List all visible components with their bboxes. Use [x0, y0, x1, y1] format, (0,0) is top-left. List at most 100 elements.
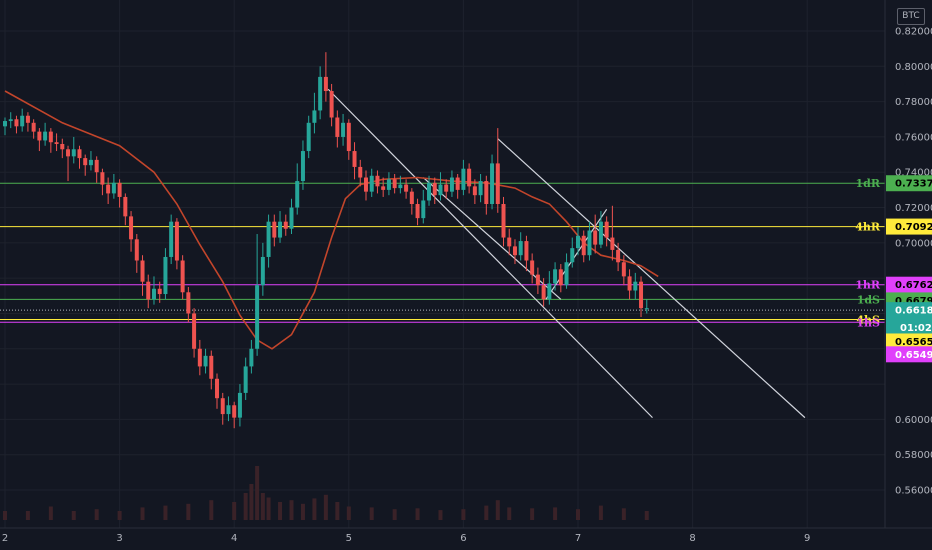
candle[interactable]: [60, 138, 65, 159]
candle[interactable]: [610, 205, 615, 261]
candle[interactable]: [593, 214, 598, 254]
candle[interactable]: [472, 179, 477, 205]
candle[interactable]: [386, 172, 391, 196]
candle[interactable]: [123, 193, 128, 226]
candle[interactable]: [570, 237, 575, 268]
candle[interactable]: [77, 145, 82, 169]
candle[interactable]: [283, 214, 288, 236]
candle[interactable]: [335, 110, 340, 148]
candle[interactable]: [215, 373, 220, 409]
moving-average-line[interactable]: [4, 90, 659, 350]
candle[interactable]: [266, 214, 271, 268]
candle[interactable]: [633, 272, 638, 300]
candle[interactable]: [237, 384, 242, 427]
candle[interactable]: [375, 170, 380, 194]
candle[interactable]: [203, 348, 208, 374]
currency-badge[interactable]: BTC: [897, 8, 925, 25]
candle[interactable]: [369, 168, 374, 197]
candle[interactable]: [111, 173, 116, 199]
candle[interactable]: [644, 299, 649, 314]
candle[interactable]: [392, 173, 397, 194]
candle[interactable]: [490, 154, 495, 210]
candle[interactable]: [524, 235, 529, 272]
trend-line[interactable]: [327, 88, 653, 419]
candle[interactable]: [404, 179, 409, 199]
candle[interactable]: [530, 253, 535, 284]
candle[interactable]: [272, 214, 277, 247]
candle[interactable]: [20, 108, 25, 132]
candle[interactable]: [501, 196, 506, 247]
candle[interactable]: [352, 142, 357, 180]
candle[interactable]: [358, 159, 363, 187]
candle[interactable]: [341, 113, 346, 146]
candle[interactable]: [547, 271, 552, 305]
candle[interactable]: [48, 128, 53, 153]
candle[interactable]: [209, 350, 214, 390]
candle[interactable]: [558, 264, 563, 293]
candle[interactable]: [255, 234, 260, 356]
candle[interactable]: [157, 281, 162, 303]
candle[interactable]: [444, 179, 449, 199]
candle[interactable]: [427, 175, 432, 206]
candle[interactable]: [616, 242, 621, 272]
candle[interactable]: [106, 177, 111, 205]
trend-line[interactable]: [545, 208, 608, 300]
candle[interactable]: [186, 286, 191, 323]
candle[interactable]: [169, 214, 174, 265]
candle[interactable]: [621, 255, 626, 286]
candle[interactable]: [415, 198, 420, 226]
candle[interactable]: [587, 221, 592, 261]
candle[interactable]: [576, 226, 580, 256]
candle[interactable]: [409, 188, 414, 215]
candle[interactable]: [541, 278, 546, 307]
trend-line[interactable]: [497, 138, 806, 419]
candle[interactable]: [598, 211, 603, 249]
candle[interactable]: [192, 308, 197, 358]
candle[interactable]: [507, 228, 512, 256]
candle[interactable]: [151, 276, 156, 305]
candle[interactable]: [226, 396, 231, 422]
candle[interactable]: [140, 255, 145, 296]
candle[interactable]: [88, 151, 93, 171]
candle[interactable]: [398, 175, 403, 194]
candle[interactable]: [83, 154, 88, 176]
candle[interactable]: [363, 170, 368, 201]
candle[interactable]: [329, 83, 334, 127]
candle[interactable]: [31, 119, 36, 139]
candle[interactable]: [295, 163, 300, 215]
candle[interactable]: [8, 112, 13, 129]
candle[interactable]: [581, 230, 586, 263]
candle[interactable]: [432, 177, 437, 205]
candle[interactable]: [180, 255, 185, 300]
candle[interactable]: [461, 159, 466, 196]
candle[interactable]: [278, 211, 283, 243]
candle[interactable]: [117, 179, 122, 208]
candle[interactable]: [14, 115, 19, 134]
candle[interactable]: [639, 276, 644, 317]
candle[interactable]: [232, 401, 237, 429]
candle[interactable]: [564, 253, 569, 289]
candle[interactable]: [100, 168, 105, 196]
candle[interactable]: [260, 242, 265, 296]
candle[interactable]: [174, 218, 179, 270]
candle[interactable]: [604, 216, 609, 247]
candle[interactable]: [478, 173, 483, 203]
candle[interactable]: [323, 52, 328, 102]
candle[interactable]: [54, 133, 59, 152]
candle[interactable]: [312, 92, 317, 134]
candle[interactable]: [163, 248, 168, 300]
candle[interactable]: [438, 172, 443, 201]
candle[interactable]: [346, 119, 351, 160]
candle[interactable]: [134, 234, 139, 273]
candle[interactable]: [381, 177, 386, 197]
candle[interactable]: [249, 339, 254, 374]
candle[interactable]: [3, 117, 7, 136]
candle[interactable]: [467, 163, 472, 194]
candle[interactable]: [535, 267, 540, 295]
candle[interactable]: [71, 136, 76, 164]
candle[interactable]: [43, 122, 48, 146]
candle[interactable]: [37, 128, 42, 152]
candle[interactable]: [25, 112, 30, 132]
candle[interactable]: [66, 145, 71, 182]
